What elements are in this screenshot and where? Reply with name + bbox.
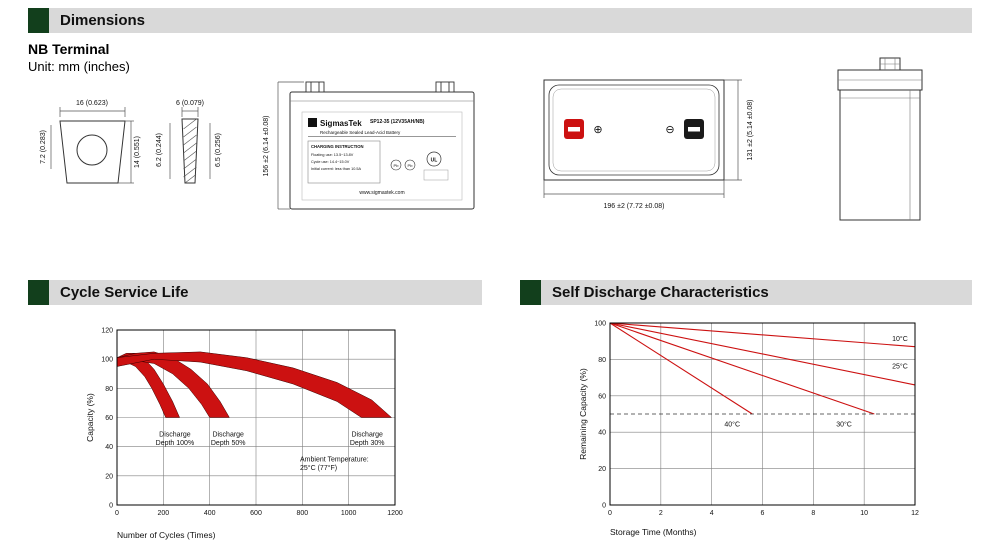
svg-text:Storage Time (Months): Storage Time (Months)	[610, 527, 697, 537]
svg-text:Number of Cycles (Times): Number of Cycles (Times)	[117, 530, 216, 540]
svg-text:4: 4	[710, 510, 714, 517]
dim-battery-width: 131 ±2 (5.14 ±0.08)	[747, 99, 754, 160]
battery-front-view-drawing: 156 ±2 (6.14 ±0.08) Σ SigmasTek SP12-35 …	[263, 81, 475, 210]
pb-icon-label-1: Pb	[394, 163, 400, 168]
dim-section-left: 6.2 (0.244)	[156, 133, 163, 167]
unit-note: Unit: mm (inches)	[28, 59, 130, 74]
side-view-body	[839, 89, 921, 221]
svg-text:10°C: 10°C	[892, 335, 908, 343]
svg-text:30°C: 30°C	[836, 421, 852, 429]
svg-text:400: 400	[204, 510, 216, 517]
warning-box	[423, 169, 449, 181]
svg-text:Depth 30%: Depth 30%	[350, 440, 385, 447]
dim-battery-height: 156 ±2 (6.14 ±0.08)	[263, 115, 270, 176]
self-discharge-title: Self Discharge Characteristics	[552, 284, 769, 301]
charging-line-3: Initial current: less than 10.5A	[311, 167, 361, 171]
svg-text:1200: 1200	[387, 510, 403, 517]
cycle-service-life-title: Cycle Service Life	[60, 284, 189, 301]
svg-text:600: 600	[250, 510, 262, 517]
svg-text:20: 20	[598, 466, 606, 473]
negative-terminal-icon: ⊖	[665, 124, 674, 136]
svg-text:100: 100	[101, 357, 113, 364]
svg-text:80: 80	[598, 357, 606, 364]
dimensions-section-header: Dimensions	[28, 8, 972, 33]
svg-text:0: 0	[608, 510, 612, 517]
brand-name: SigmasTek	[320, 119, 362, 128]
svg-text:Remaining Capacity (%): Remaining Capacity (%)	[578, 368, 588, 460]
self-discharge-header: Self Discharge Characteristics	[520, 280, 972, 305]
cycle-service-life-header: Cycle Service Life	[28, 280, 482, 305]
terminal-front-view-drawing: 16 (0.623) 7.2 (0.283) 14 (0.551)	[40, 100, 141, 184]
svg-text:0: 0	[115, 510, 119, 517]
dim-terminal-hole-offset: 7.2 (0.283)	[40, 130, 47, 164]
svg-text:Depth 50%: Depth 50%	[211, 440, 246, 447]
terminal-body-shape	[59, 120, 126, 184]
terminal-section-drawing: 6 (0.079) 6.2 (0.244) 6.5 (0.256)	[156, 100, 222, 184]
svg-text:60: 60	[105, 415, 113, 422]
header-accent-block	[520, 280, 541, 305]
recycle-pb-icons	[390, 159, 416, 171]
svg-text:120: 120	[101, 328, 113, 335]
svg-text:60: 60	[598, 393, 606, 400]
self-discharge-chart: 10°C 25°C 30°C 40°C 0 2 4 6 8 10 12 0 20 40 60 80 100 Sto…	[578, 321, 919, 538]
svg-text:1000: 1000	[341, 510, 357, 517]
charging-line-2: Cycle use: 14.4~15.0V	[311, 160, 350, 164]
svg-text:Capacity (%): Capacity (%)	[85, 393, 95, 442]
pb-icon-label-2: Pb	[408, 163, 414, 168]
svg-text:25°C: 25°C	[892, 363, 908, 371]
svg-text:40°C: 40°C	[724, 421, 740, 429]
svg-text:Discharge: Discharge	[212, 431, 244, 438]
dim-section-width: 6 (0.079)	[176, 100, 204, 107]
battery-side-view-drawing	[837, 57, 923, 221]
battery-terminals	[305, 81, 455, 93]
cycle-service-life-chart: Discharge Depth 100% Discharge Depth 50% Dis…	[85, 328, 403, 541]
svg-text:Depth 100%: Depth 100%	[156, 440, 195, 447]
charging-line-1: Floating use: 13.5~13.8V	[311, 153, 354, 157]
ul-mark-label: UL	[431, 158, 438, 164]
dimensions-title: Dimensions	[60, 12, 146, 29]
nb-terminal-title: NB Terminal	[28, 41, 110, 57]
dim-terminal-height: 14 (0.551)	[134, 136, 141, 168]
dim-section-right: 6.5 (0.256)	[215, 133, 222, 167]
svg-text:2: 2	[659, 510, 663, 517]
svg-text:Discharge: Discharge	[159, 431, 191, 438]
svg-text:0: 0	[602, 503, 606, 510]
website-text: www.sigmastek.com	[359, 190, 404, 196]
svg-text:40: 40	[598, 430, 606, 437]
ul-mark-icon	[426, 151, 442, 167]
svg-text:40: 40	[105, 444, 113, 451]
svg-text:Discharge: Discharge	[351, 431, 383, 438]
header-accent-block	[28, 8, 49, 33]
svg-text:8: 8	[811, 510, 815, 517]
product-label	[301, 111, 463, 201]
svg-text:200: 200	[157, 510, 169, 517]
svg-text:800: 800	[296, 510, 308, 517]
charging-instruction-box	[307, 140, 381, 184]
terminal-hole	[76, 134, 108, 166]
charging-title: CHARGING INSTRUCTION	[311, 144, 364, 149]
label-subtitle: Rechargeable Sealed Lead-Acid Battery	[320, 130, 401, 135]
model-number: SP12-35 (12V35AH/NB)	[370, 119, 425, 125]
svg-text:6: 6	[761, 510, 765, 517]
svg-text:20: 20	[105, 473, 113, 480]
header-accent-block	[28, 280, 49, 305]
hatch-lines	[183, 118, 197, 184]
battery-top-view-drawing: ⊕ ⊖ 196 ±2 (7.72 ±0.08) 131 ±2 (5.14 ±0.…	[543, 79, 754, 210]
svg-text:0: 0	[109, 503, 113, 510]
svg-text:80: 80	[105, 386, 113, 393]
svg-text:100: 100	[594, 321, 606, 328]
svg-text:25°C (77°F): 25°C (77°F)	[300, 464, 337, 472]
brand-logo-icon	[308, 118, 317, 127]
svg-text:10: 10	[860, 510, 868, 517]
dim-battery-length: 196 ±2 (7.72 ±0.08)	[603, 203, 664, 210]
svg-text:12: 12	[911, 510, 919, 517]
brand-logo-glyph: Σ	[310, 121, 314, 128]
positive-terminal-icon: ⊕	[593, 124, 602, 136]
dim-terminal-width: 16 (0.623)	[76, 100, 108, 107]
svg-text:Ambient Temperature:: Ambient Temperature:	[300, 456, 369, 463]
